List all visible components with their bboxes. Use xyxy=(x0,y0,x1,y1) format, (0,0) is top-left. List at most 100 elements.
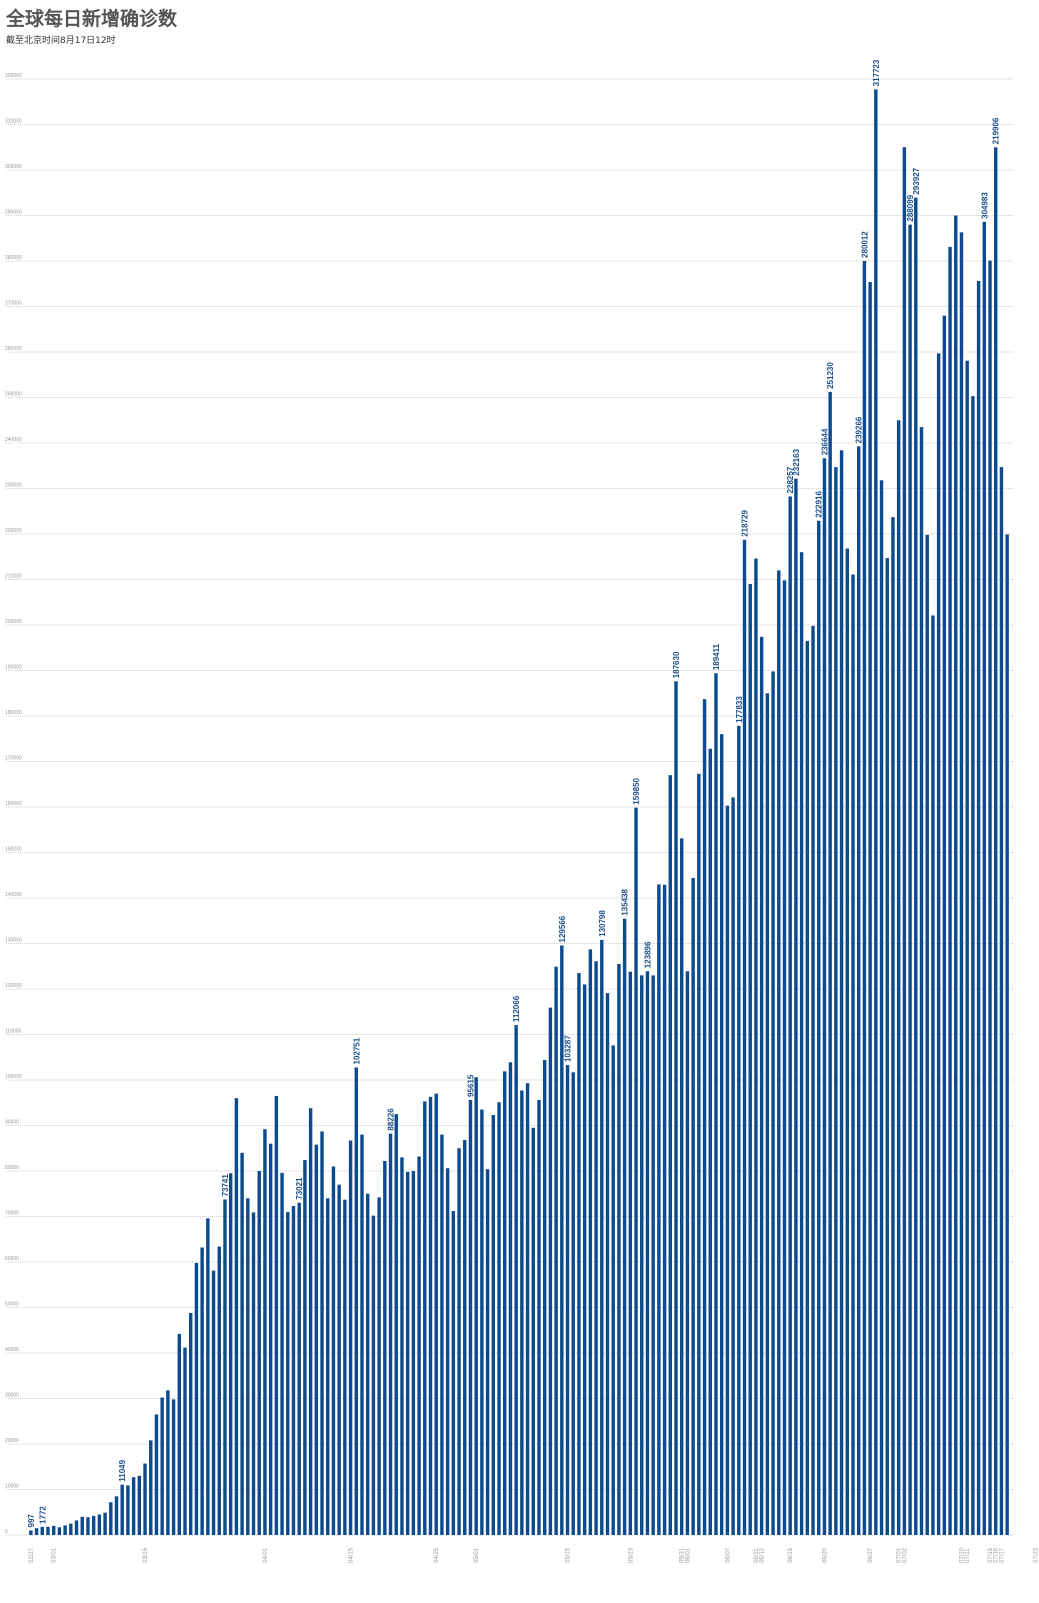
value-label: 293927 xyxy=(912,167,921,194)
y-tick-label: 210000 xyxy=(5,574,22,580)
x-tick-label: 07/16 xyxy=(994,1547,1000,1563)
bar xyxy=(548,1007,553,1535)
bar xyxy=(320,1131,324,1535)
bar xyxy=(29,1530,33,1535)
value-label: 189411 xyxy=(712,643,721,670)
bar xyxy=(697,773,701,1535)
value-label: 11049 xyxy=(118,1459,127,1481)
bar xyxy=(91,1515,96,1535)
bar xyxy=(788,496,792,1535)
x-tick-label: 06/12 xyxy=(760,1547,766,1563)
bar xyxy=(525,1083,530,1535)
bar xyxy=(600,939,604,1535)
bar xyxy=(183,1347,187,1535)
y-tick-label: 60000 xyxy=(5,1256,19,1262)
bar xyxy=(149,1440,153,1535)
bar xyxy=(765,693,770,1535)
bar xyxy=(428,1096,433,1535)
bar xyxy=(491,1115,496,1535)
y-tick-label: 100000 xyxy=(5,1074,22,1080)
bar xyxy=(885,558,889,1535)
bar xyxy=(97,1514,102,1535)
bar xyxy=(954,215,958,1535)
bar xyxy=(868,281,872,1536)
bar xyxy=(965,360,969,1535)
bar xyxy=(999,467,1004,1535)
bar xyxy=(297,1202,301,1535)
bar xyxy=(691,877,695,1535)
bar xyxy=(651,975,655,1535)
y-tick-label: 170000 xyxy=(5,756,22,762)
bar xyxy=(354,1067,358,1535)
bar xyxy=(189,1312,193,1535)
bar xyxy=(811,625,815,1535)
bar xyxy=(445,1168,450,1535)
bar xyxy=(80,1516,84,1535)
value-label: 236644 xyxy=(820,428,829,455)
bar xyxy=(919,427,924,1536)
bar xyxy=(126,1485,130,1535)
bar xyxy=(611,1045,615,1535)
bar xyxy=(314,1144,319,1535)
bar xyxy=(417,1156,421,1535)
bar xyxy=(851,574,855,1535)
x-tick-label: 07/15 xyxy=(988,1547,994,1563)
y-tick-label: 200000 xyxy=(5,619,22,625)
bar xyxy=(434,1093,438,1535)
bar xyxy=(331,1166,336,1535)
bar xyxy=(817,520,821,1535)
bar xyxy=(337,1184,341,1535)
x-tick-label: 07/11 xyxy=(965,1548,971,1563)
bar xyxy=(291,1206,296,1535)
bar xyxy=(577,973,581,1535)
bar xyxy=(799,552,804,1535)
value-label: 73021 xyxy=(295,1177,304,1200)
bar xyxy=(719,734,724,1535)
value-label: 123896 xyxy=(643,941,652,968)
bar xyxy=(594,961,598,1535)
bar xyxy=(171,1399,176,1535)
bar xyxy=(805,640,810,1535)
value-label: 232163 xyxy=(792,448,801,475)
bar xyxy=(702,699,707,1535)
bar xyxy=(440,1134,444,1535)
bar xyxy=(411,1171,416,1535)
bar xyxy=(468,1099,473,1535)
bar xyxy=(200,1247,204,1535)
bar xyxy=(423,1101,427,1535)
bar xyxy=(251,1212,256,1535)
y-tick-label: 220000 xyxy=(5,528,22,534)
bar xyxy=(777,570,781,1535)
bar xyxy=(914,197,918,1535)
bar xyxy=(246,1198,250,1535)
bar xyxy=(771,671,775,1535)
x-tick-label: 07/02 xyxy=(902,1547,908,1563)
value-label: 304983 xyxy=(980,192,989,219)
value-label: 187630 xyxy=(672,651,681,678)
bar xyxy=(365,1193,370,1535)
bar xyxy=(240,1152,244,1535)
x-tick-label: 04/15 xyxy=(349,1547,355,1563)
bar xyxy=(617,963,621,1535)
bar xyxy=(542,1059,547,1535)
value-label: 317723 xyxy=(872,59,881,86)
x-tick-label: 06/27 xyxy=(868,1547,874,1563)
value-label: 219906 xyxy=(992,117,1001,144)
bar xyxy=(839,450,844,1535)
bar xyxy=(57,1527,62,1535)
bar xyxy=(274,1095,279,1535)
bar xyxy=(257,1171,261,1535)
bar xyxy=(34,1528,39,1535)
value-label: 129566 xyxy=(558,915,567,942)
bar xyxy=(177,1333,182,1535)
bar xyxy=(263,1129,267,1535)
bar xyxy=(862,260,867,1535)
value-label: 280012 xyxy=(860,231,869,258)
x-tick-label: 05/23 xyxy=(628,1547,634,1563)
value-label: 218729 xyxy=(741,510,750,537)
x-tick-label: 05/01 xyxy=(474,1547,480,1563)
bar xyxy=(69,1523,73,1535)
bar xyxy=(794,478,798,1536)
bar xyxy=(959,232,964,1536)
x-tick-label: 06/11 xyxy=(754,1548,760,1563)
